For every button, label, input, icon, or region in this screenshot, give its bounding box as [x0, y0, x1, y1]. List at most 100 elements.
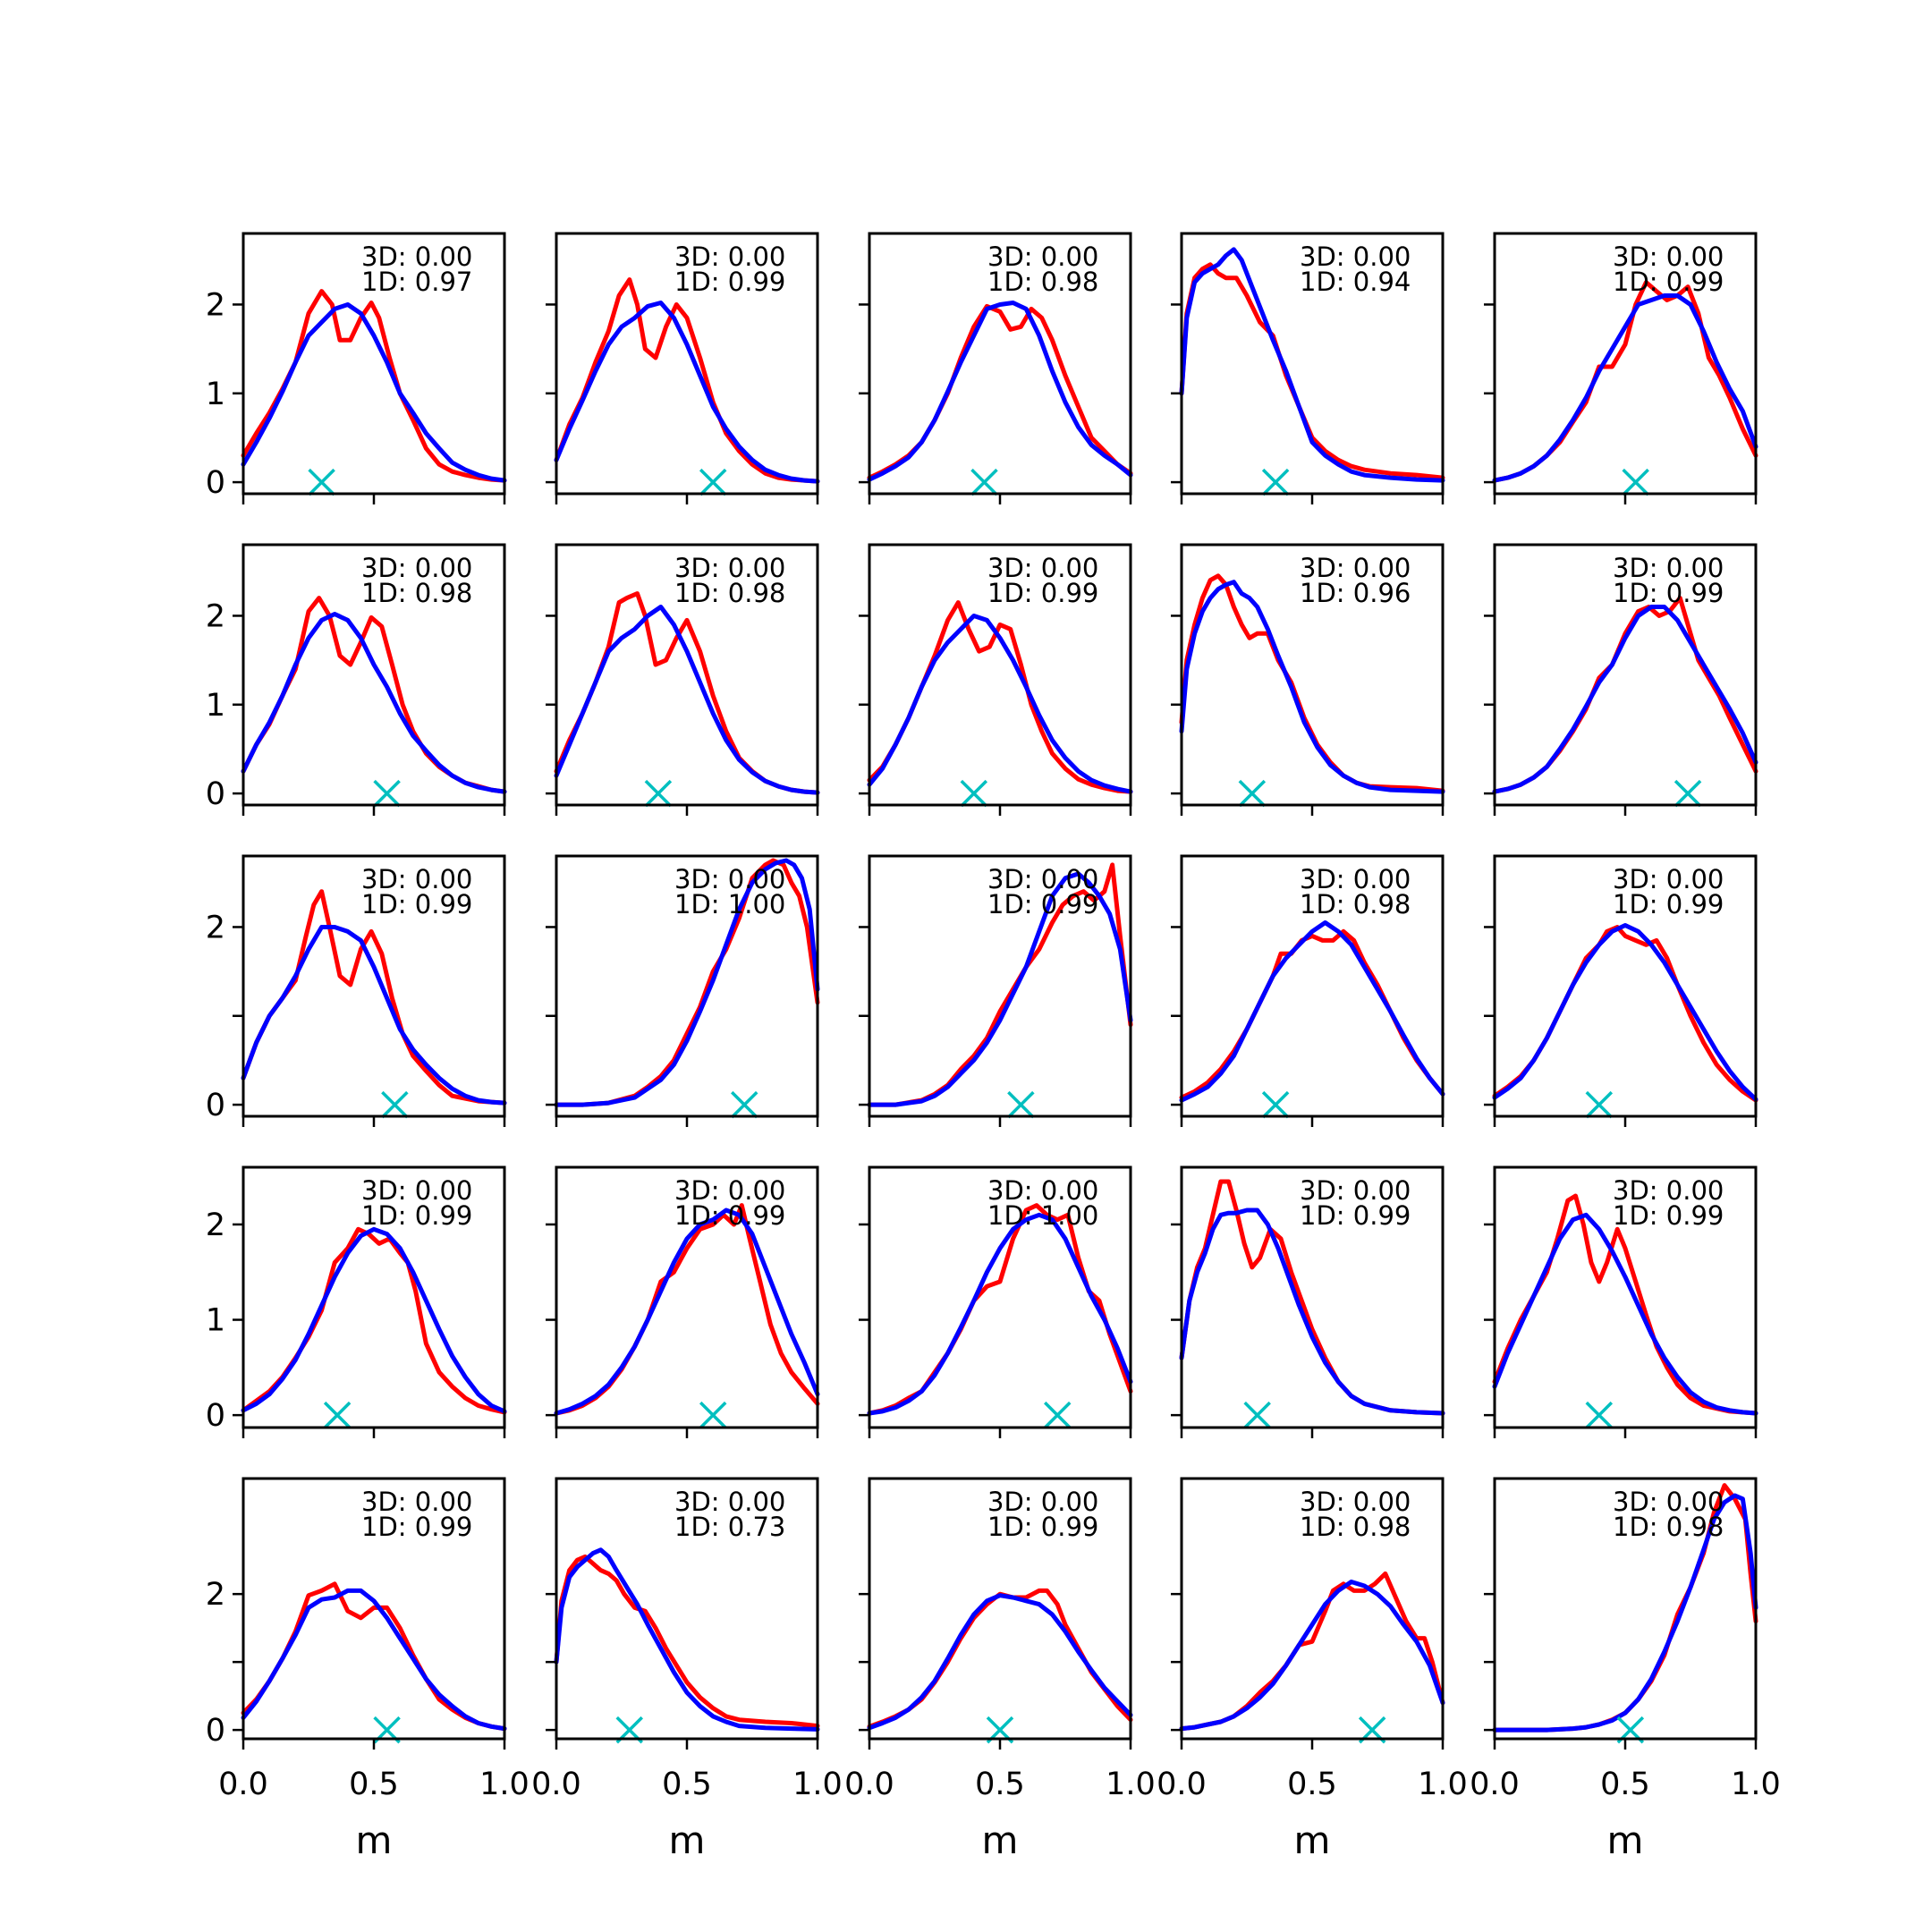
y-tick-label: 2: [206, 1577, 225, 1613]
score-annotation: 1D: 0.99: [361, 889, 472, 919]
score-annotation: 3D: 0.00: [1300, 242, 1411, 272]
cross-marker-stroke: [1044, 1401, 1072, 1429]
score-annotation: 1D: 0.98: [1613, 1512, 1724, 1542]
blue-density-line: [867, 1212, 1133, 1416]
score-annotation: 3D: 0.00: [674, 553, 785, 583]
blue-density-line: [1492, 923, 1758, 1102]
score-annotation: 1D: 0.96: [1300, 578, 1411, 608]
red-density-line: [554, 1554, 820, 1729]
score-annotation: 1D: 0.99: [361, 1512, 472, 1542]
x-tick-label: 0.0: [531, 1767, 581, 1802]
red-density-line: [241, 1226, 507, 1415]
score-annotation: 1D: 0.99: [1613, 1200, 1724, 1231]
score-annotation: 1D: 0.98: [1300, 889, 1411, 919]
cross-marker-stroke: [1243, 1401, 1271, 1429]
blue-density-line: [867, 1593, 1133, 1731]
score-annotation: 3D: 0.00: [987, 1175, 1098, 1206]
score-annotation: 3D: 0.00: [674, 1487, 785, 1517]
cross-marker-stroke: [1007, 1090, 1035, 1119]
score-annotation: 3D: 0.00: [361, 242, 472, 272]
cross-marker: [1261, 1090, 1290, 1119]
score-annotation: 3D: 0.00: [1300, 864, 1411, 894]
blue-density-line: [867, 614, 1133, 794]
cross-marker: [1007, 1090, 1035, 1119]
blue-density-line: [241, 612, 507, 794]
blue-density-line: [1492, 605, 1758, 794]
score-annotation: 3D: 0.00: [361, 1487, 472, 1517]
score-annotation: 3D: 0.00: [1613, 553, 1724, 583]
cross-marker: [1243, 1401, 1271, 1429]
score-annotation: 1D: 0.98: [1300, 1512, 1411, 1542]
blue-density-line: [241, 925, 507, 1106]
x-tick-label: 1.0: [1106, 1767, 1156, 1802]
cross-marker: [970, 468, 998, 496]
score-annotation: 1D: 0.99: [1300, 1200, 1411, 1231]
y-tick-label: 0: [206, 465, 225, 501]
y-tick-label: 0: [206, 776, 225, 812]
y-tick-label: 2: [206, 287, 225, 323]
y-tick-label: 0: [206, 1398, 225, 1434]
cross-marker-stroke: [1674, 779, 1702, 808]
score-annotation: 3D: 0.00: [987, 864, 1098, 894]
score-annotation: 3D: 0.00: [1613, 1487, 1724, 1517]
y-tick-label: 1: [206, 377, 225, 412]
x-axis-label: m: [669, 1818, 706, 1862]
cross-marker: [1674, 779, 1702, 808]
score-annotation: 1D: 0.99: [674, 1200, 785, 1231]
cross-marker: [381, 1090, 409, 1119]
x-tick-label: 1.0: [792, 1767, 843, 1802]
score-annotation: 3D: 0.00: [987, 242, 1098, 272]
cross-marker-stroke: [1261, 1090, 1290, 1119]
blue-density-line: [1492, 1212, 1758, 1416]
x-axis-label: m: [1294, 1818, 1331, 1862]
score-annotation: 3D: 0.00: [674, 864, 785, 894]
cross-marker: [1585, 1090, 1614, 1119]
red-density-line: [1492, 925, 1758, 1103]
blue-density-line: [1179, 1580, 1445, 1732]
score-annotation: 3D: 0.00: [1300, 1175, 1411, 1206]
y-tick-label: 1: [206, 1303, 225, 1339]
y-tick-label: 0: [206, 1088, 225, 1123]
blue-density-line: [554, 605, 820, 795]
blue-density-line: [1179, 920, 1445, 1103]
red-density-line: [867, 1203, 1133, 1416]
cross-marker-stroke: [373, 779, 401, 808]
cross-marker: [699, 468, 727, 496]
cross-marker: [1622, 468, 1649, 496]
blue-density-line: [241, 1588, 507, 1732]
score-annotation: 3D: 0.00: [674, 242, 785, 272]
cross-marker-stroke: [381, 1090, 409, 1119]
x-axis-label: m: [356, 1818, 393, 1862]
blue-density-line: [1179, 580, 1445, 794]
cross-marker-stroke: [1238, 779, 1267, 808]
blue-density-line: [554, 301, 820, 484]
red-density-line: [241, 289, 507, 483]
red-density-line: [1492, 596, 1758, 794]
blue-density-line: [241, 1226, 507, 1414]
x-tick-label: 1.0: [479, 1767, 530, 1802]
score-annotation: 3D: 0.00: [1613, 864, 1724, 894]
cross-marker: [731, 1090, 758, 1119]
blue-density-line: [1492, 293, 1758, 483]
score-annotation: 3D: 0.00: [987, 1487, 1098, 1517]
x-tick-label: 0.0: [844, 1767, 894, 1802]
score-annotation: 1D: 0.73: [674, 1512, 785, 1542]
score-annotation: 3D: 0.00: [1613, 242, 1724, 272]
score-annotation: 3D: 0.00: [361, 553, 472, 583]
cross-marker-stroke: [323, 1401, 352, 1429]
x-axis-label: m: [982, 1818, 1019, 1862]
score-annotation: 1D: 1.00: [987, 1200, 1098, 1231]
y-tick-label: 1: [206, 688, 225, 724]
